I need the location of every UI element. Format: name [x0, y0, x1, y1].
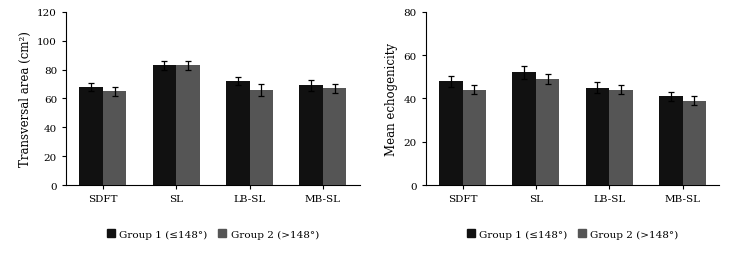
- Bar: [536, 80, 559, 185]
- Bar: [323, 89, 346, 185]
- Bar: [250, 90, 273, 185]
- Y-axis label: Mean echogenicity: Mean echogenicity: [385, 43, 398, 155]
- Bar: [683, 101, 706, 185]
- Y-axis label: Transversal area (cm²): Transversal area (cm²): [18, 31, 32, 167]
- Bar: [79, 88, 103, 185]
- Bar: [659, 97, 683, 185]
- Bar: [176, 66, 200, 185]
- Legend: Group 1 (≤148°), Group 2 (>148°): Group 1 (≤148°), Group 2 (>148°): [462, 225, 683, 243]
- Bar: [439, 82, 462, 185]
- Bar: [299, 86, 323, 185]
- Legend: Group 1 (≤148°), Group 2 (>148°): Group 1 (≤148°), Group 2 (>148°): [103, 225, 323, 243]
- Bar: [462, 90, 486, 185]
- Bar: [103, 92, 126, 185]
- Bar: [226, 82, 250, 185]
- Bar: [609, 90, 633, 185]
- Bar: [153, 66, 176, 185]
- Bar: [586, 88, 609, 185]
- Bar: [512, 73, 536, 185]
